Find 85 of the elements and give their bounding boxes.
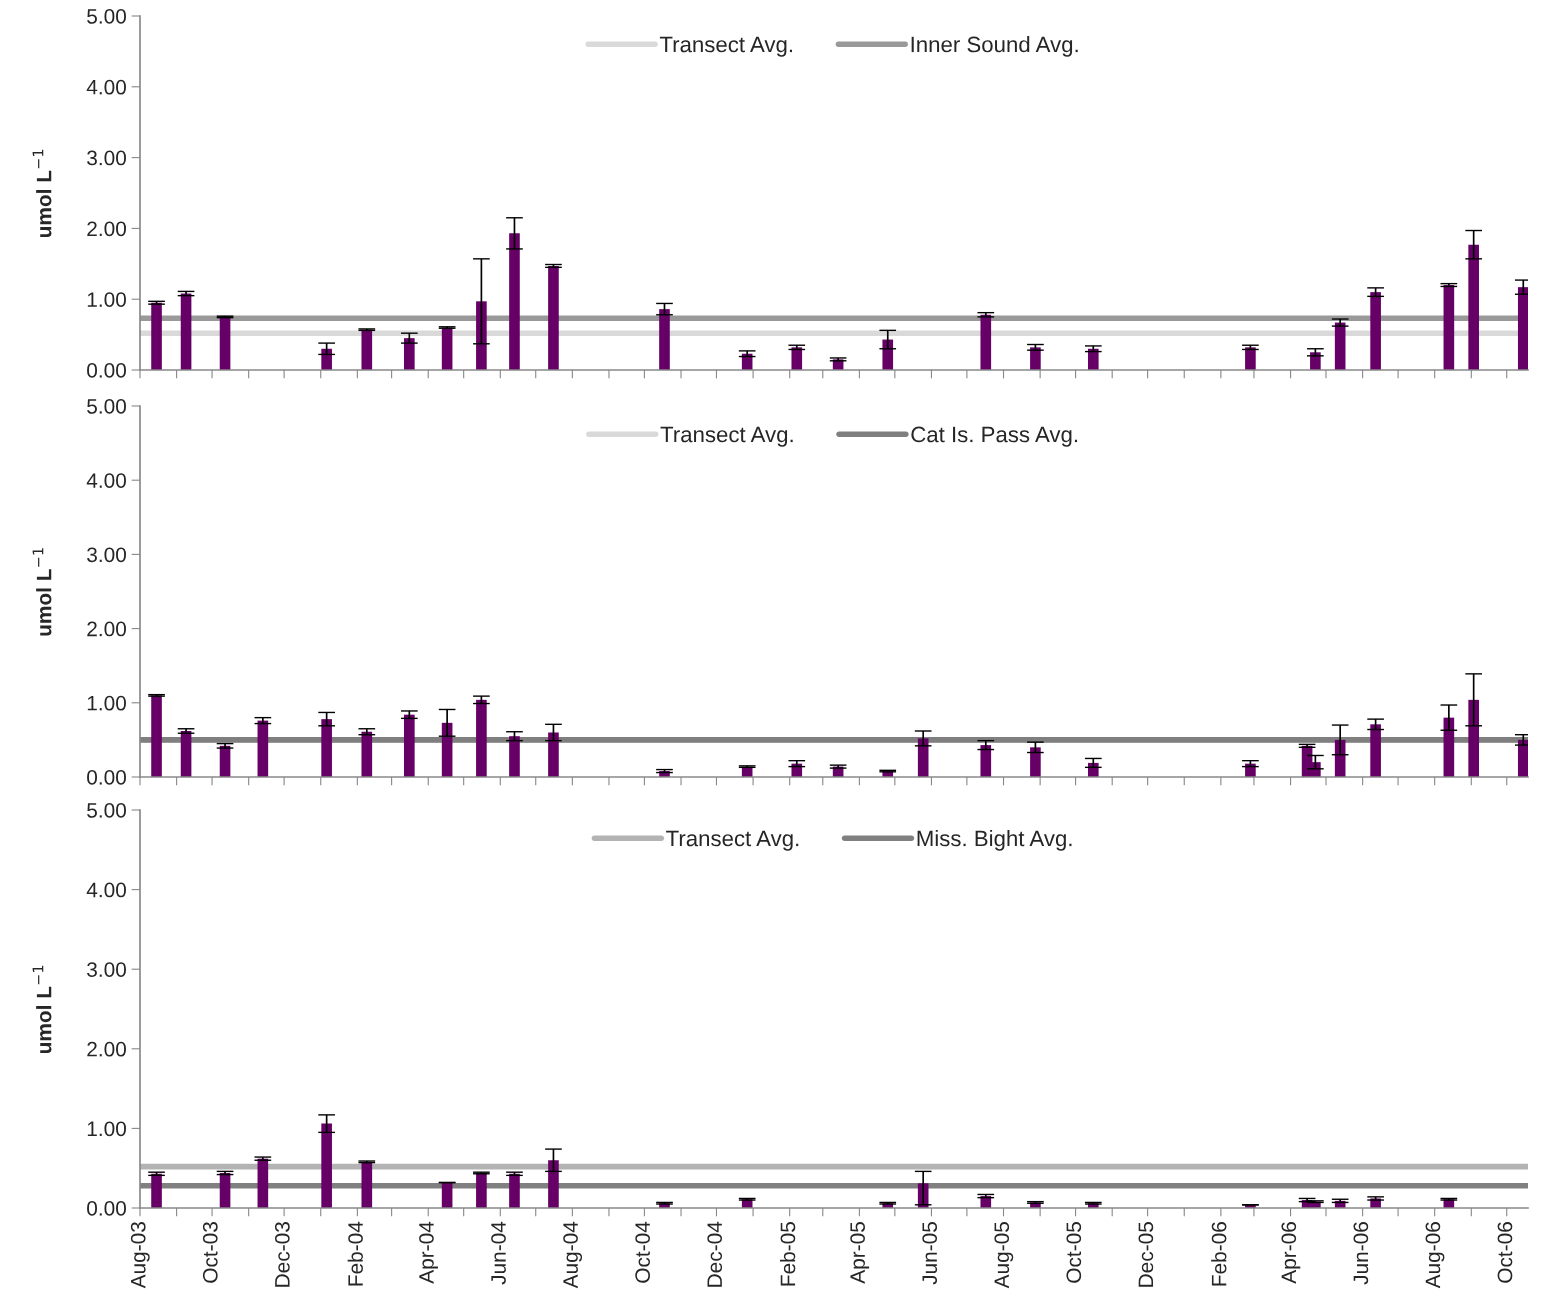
y-tick-label: 0.00 bbox=[87, 1201, 126, 1216]
bar bbox=[1030, 347, 1041, 370]
bar bbox=[476, 1172, 487, 1208]
legend-label: Transect Avg. bbox=[659, 36, 793, 57]
bar bbox=[1468, 244, 1479, 370]
bar bbox=[882, 339, 894, 370]
bar bbox=[1087, 348, 1099, 370]
bar bbox=[219, 316, 231, 370]
bar bbox=[476, 699, 487, 777]
x-tick-label: Feb-06 bbox=[1211, 1222, 1227, 1286]
bar bbox=[361, 731, 373, 777]
x-tick-label: Oct-06 bbox=[1497, 1222, 1513, 1283]
x-tick-label: Apr-06 bbox=[1281, 1222, 1301, 1284]
bar bbox=[659, 309, 670, 370]
bar bbox=[151, 1173, 162, 1208]
x-tick-label: Feb-04 bbox=[347, 1221, 363, 1286]
legend-label: Transect Avg. bbox=[660, 426, 793, 447]
bar bbox=[151, 302, 162, 370]
bar bbox=[321, 1123, 332, 1208]
bar bbox=[151, 695, 162, 777]
x-tick-label: Jun-05 bbox=[922, 1222, 938, 1285]
x-tick-label: Oct-04 bbox=[635, 1221, 650, 1283]
x-tick-label: Jun-04 bbox=[491, 1221, 506, 1285]
bar bbox=[548, 732, 559, 777]
bar bbox=[321, 348, 332, 370]
bar bbox=[404, 714, 415, 777]
y-tick-label: 3.00 bbox=[87, 962, 126, 977]
x-tick-label: Feb-05 bbox=[779, 1222, 796, 1286]
bar bbox=[1370, 724, 1381, 777]
y-tick-label: 4.00 bbox=[86, 79, 126, 95]
y-axis-title: umol L$^{−1}$ bbox=[32, 965, 52, 1054]
legend-label: Inner Sound Avg. bbox=[911, 36, 1078, 57]
bar bbox=[476, 301, 487, 370]
x-tick-label: Apr-04 bbox=[419, 1221, 438, 1284]
x-tick-label: Aug-05 bbox=[994, 1222, 1014, 1289]
bar bbox=[917, 738, 929, 777]
x-tick-label: Aug-06 bbox=[1425, 1222, 1445, 1289]
bar bbox=[791, 347, 803, 370]
bar bbox=[321, 719, 332, 777]
bar bbox=[1245, 347, 1256, 370]
bar bbox=[980, 314, 992, 370]
y-tick-label: 2.00 bbox=[87, 621, 126, 637]
bar bbox=[1468, 699, 1479, 777]
legend-label: Miss. Bight Avg. bbox=[917, 830, 1072, 851]
x-tick-label: Dec-04 bbox=[707, 1221, 723, 1287]
x-tick-label: Dec-03 bbox=[274, 1222, 290, 1287]
y-tick-label: 2.00 bbox=[87, 221, 126, 237]
y-tick-label: 0.00 bbox=[87, 363, 126, 378]
y-axis-title: umol L$^{−1}$ bbox=[32, 548, 52, 636]
x-tick-label: Aug-04 bbox=[563, 1221, 583, 1289]
x-tick-label: Oct-05 bbox=[1066, 1222, 1082, 1283]
y-tick-label: 5.00 bbox=[87, 9, 126, 24]
x-tick-label: Apr-05 bbox=[850, 1222, 870, 1284]
y-tick-label: 1.00 bbox=[87, 695, 126, 711]
y-tick-label: 4.00 bbox=[86, 473, 126, 488]
y-tick-label: 5.00 bbox=[87, 399, 126, 414]
bar bbox=[548, 1160, 559, 1208]
bar bbox=[361, 1161, 373, 1208]
bar bbox=[404, 338, 415, 370]
bar bbox=[1370, 292, 1381, 370]
y-tick-label: 4.00 bbox=[86, 882, 126, 898]
y-axis-title: umol L$^{−1}$ bbox=[32, 149, 52, 238]
y-tick-label: 5.00 bbox=[87, 803, 126, 818]
bar bbox=[509, 233, 520, 370]
legend-label: Cat Is. Pass Avg. bbox=[911, 426, 1078, 447]
bar bbox=[1517, 287, 1528, 370]
x-tick-label: Jun-06 bbox=[1353, 1222, 1369, 1285]
bar bbox=[1030, 747, 1041, 777]
bar bbox=[361, 329, 373, 370]
y-tick-label: 1.00 bbox=[87, 292, 126, 307]
y-tick-label: 1.00 bbox=[87, 1121, 126, 1137]
bar bbox=[980, 745, 992, 777]
bar bbox=[548, 265, 559, 370]
bar bbox=[509, 1173, 520, 1208]
bar bbox=[1443, 285, 1455, 370]
x-tick-label: Dec-05 bbox=[1138, 1222, 1154, 1287]
bar bbox=[509, 736, 520, 777]
legend-label: Transect Avg. bbox=[666, 830, 799, 851]
bar bbox=[180, 293, 192, 370]
y-tick-label: 3.00 bbox=[87, 547, 126, 563]
x-tick-label: Aug-03 bbox=[130, 1222, 150, 1289]
y-tick-label: 2.00 bbox=[87, 1041, 126, 1057]
y-tick-label: 3.00 bbox=[87, 150, 126, 166]
y-tick-label: 0.00 bbox=[87, 770, 126, 785]
x-tick-label: Oct-03 bbox=[202, 1222, 218, 1283]
